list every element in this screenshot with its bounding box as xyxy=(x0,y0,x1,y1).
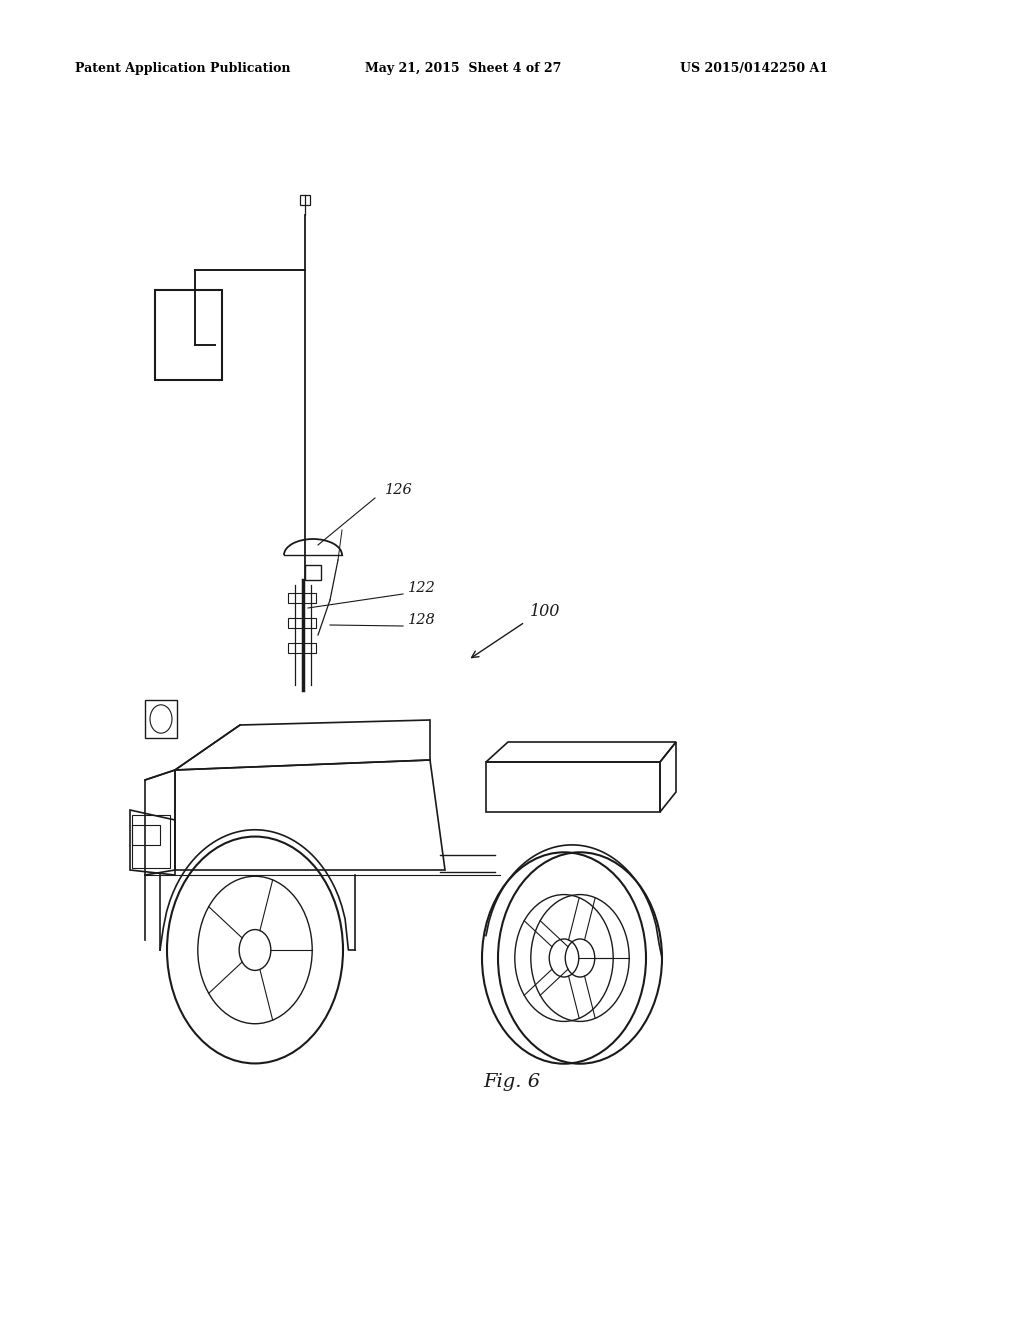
Text: 128: 128 xyxy=(408,612,436,627)
Bar xyxy=(145,700,177,738)
Bar xyxy=(288,593,316,603)
Text: 122: 122 xyxy=(408,581,436,595)
Text: US 2015/0142250 A1: US 2015/0142250 A1 xyxy=(680,62,828,75)
Text: May 21, 2015  Sheet 4 of 27: May 21, 2015 Sheet 4 of 27 xyxy=(365,62,561,75)
Bar xyxy=(288,643,316,653)
Bar xyxy=(132,825,160,845)
Bar xyxy=(288,618,316,628)
Bar xyxy=(305,565,321,579)
Text: Patent Application Publication: Patent Application Publication xyxy=(75,62,291,75)
Bar xyxy=(132,814,170,869)
Bar xyxy=(300,195,310,205)
Text: Fig. 6: Fig. 6 xyxy=(483,1073,541,1092)
Text: 126: 126 xyxy=(385,483,413,498)
Text: 100: 100 xyxy=(530,603,560,620)
